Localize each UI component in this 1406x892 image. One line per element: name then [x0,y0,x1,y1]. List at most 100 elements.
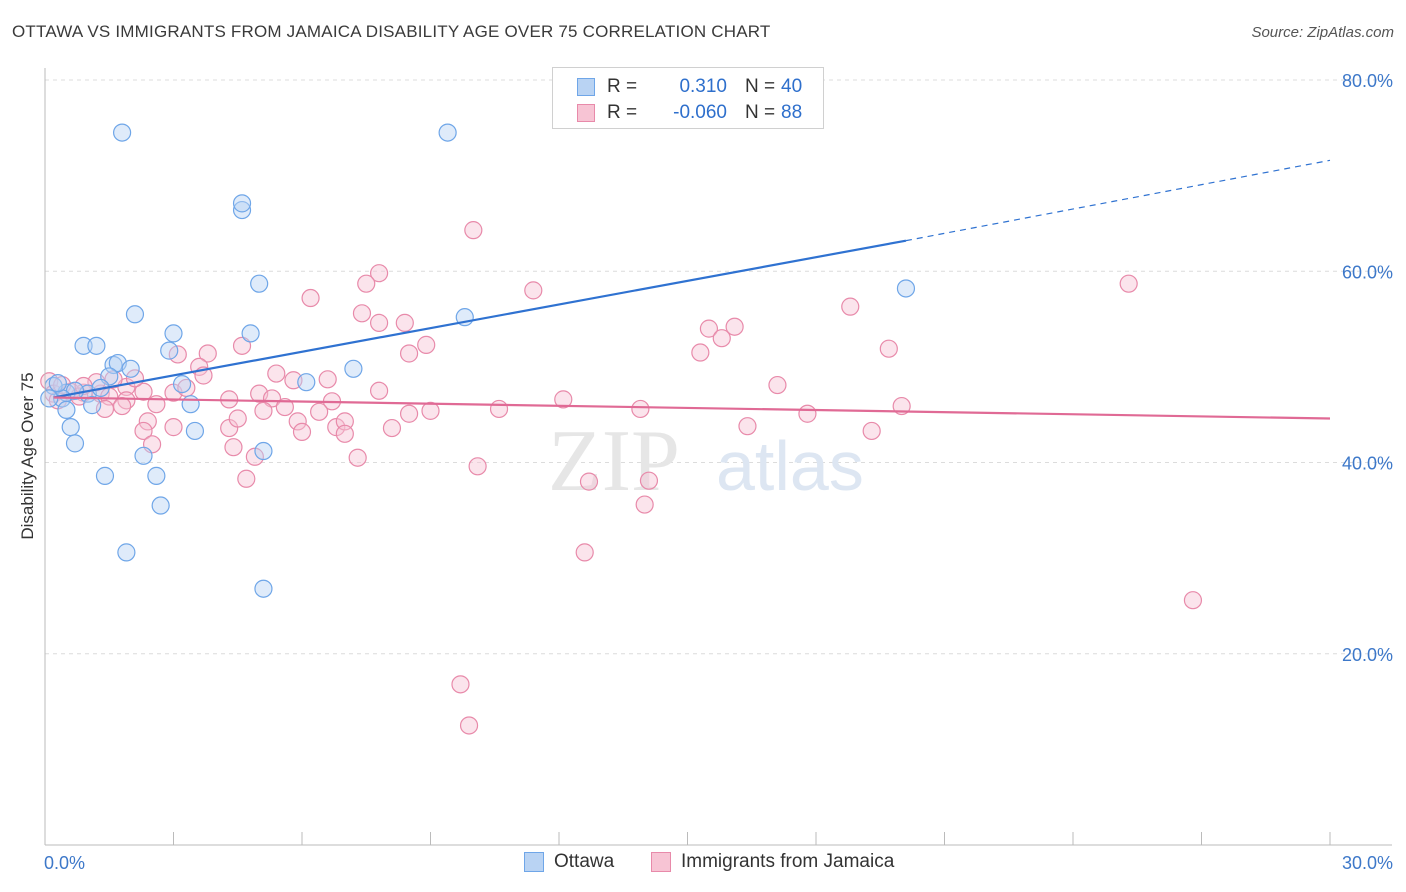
legend-item-jamaica: Immigrants from Jamaica [651,851,894,873]
jamaica-point [254,401,273,420]
x-tick-label: 30.0% [1342,853,1393,873]
jamaica-point [348,448,367,467]
n-label: N = [745,102,776,123]
jamaica-point [524,281,543,300]
ottawa-point [87,336,106,355]
ottawa-point [112,123,132,142]
ottawa-point [185,421,205,441]
r-label: R = [607,102,638,123]
jamaica-swatch [577,104,595,122]
ottawa-point [61,418,80,437]
jamaica-point [310,402,329,421]
jamaica-point [554,390,573,409]
jamaica-point [134,382,153,401]
ottawa-point [438,123,457,142]
jamaica-point [399,404,419,423]
n-value: 88 [781,102,803,123]
axes-layer: 0.0% 30.0% [44,68,1393,873]
jamaica-point [301,288,320,308]
jamaica-point [575,543,594,562]
jamaica-point [134,421,153,441]
jamaica-point [579,472,599,491]
r-value: -0.060 [673,102,727,123]
jamaica-point [489,399,509,419]
jamaica-point [691,343,710,362]
jamaica-point [237,469,256,488]
chart-title: OTTAWA VS IMMIGRANTS FROM JAMAICA DISABI… [12,22,771,41]
jamaica-point [631,399,650,419]
jamaica-point [224,438,243,457]
y-tick-label: 40.0% [1342,454,1393,474]
jamaica-point [318,370,337,389]
jamaica-point [768,375,787,395]
jamaica-point [712,329,731,348]
series-legend: Ottawa Immigrants from Jamaica [0,851,1406,877]
jamaica-point [725,317,744,336]
legend-label-ottawa: Ottawa [554,851,615,872]
jamaica-point [370,264,389,283]
ottawa-point [95,466,115,485]
jamaica-trend-line [53,396,1331,420]
legend-label-jamaica: Immigrants from Jamaica [681,851,895,872]
r-value: 0.310 [679,76,727,97]
ottawa-point [250,274,269,293]
y-tick-label: 80.0% [1342,71,1393,91]
stats-legend: R = 0.310 N = 40 R = -0.060 N = 88 [552,67,824,129]
jamaica-point [468,457,487,476]
jamaica-point [138,412,157,431]
trend-layer [53,159,1331,420]
ottawa-trend-line [53,239,907,399]
jamaica-point [738,417,757,436]
y-tick-label: 20.0% [1342,645,1393,665]
ottawa-legend-swatch [524,852,544,872]
jamaica-point [267,364,286,383]
y-tick-label: 60.0% [1342,262,1393,282]
ottawa-point [74,336,93,355]
ottawa-point [134,446,153,465]
ottawa-point [147,466,166,485]
ottawa-point [48,374,67,393]
jamaica-point [228,409,247,428]
ottawa-point [254,579,273,598]
jamaica-point [639,471,659,490]
jamaica-point [168,345,187,364]
jamaica-point [1119,274,1138,293]
x-tick-label: 0.0% [44,853,85,873]
ottawa-point [241,324,260,343]
source-label: Source: ZipAtlas.com [1251,24,1394,41]
jamaica-point [352,304,372,323]
jamaica-point [164,418,183,437]
jamaica-point [382,418,402,438]
ottawa-point [160,341,179,360]
ottawa-point [181,395,200,414]
jamaica-point [1183,591,1203,610]
stats-row-ottawa: R = 0.310 N = 40 [577,75,802,99]
jamaica-point [370,381,389,400]
stats-row-jamaica: R = -0.060 N = 88 [577,101,802,125]
jamaica-point [417,335,436,354]
ottawa-point [117,543,136,562]
jamaica-point [635,495,654,514]
jamaica-point [370,313,389,332]
ottawa-point [151,496,170,515]
watermark-zip: ZIP [548,413,680,510]
jamaica-point [451,675,470,694]
jamaica-point [841,297,860,316]
ottawa-point [254,441,273,461]
ottawa-point [896,279,916,298]
ottawa-trend-projection [905,159,1331,242]
jamaica-point [275,397,294,417]
jamaica-point [357,274,376,293]
n-label: N = [745,76,776,97]
ottawa-point [297,373,316,392]
n-value: 40 [781,76,803,97]
jamaica-point [798,404,817,423]
watermark-atlas: atlas [716,427,864,505]
jamaica-point [459,716,479,735]
ottawa-point [232,200,252,220]
ottawa-point [232,194,252,213]
jamaica-point [464,221,483,240]
jamaica-point [288,412,307,431]
jamaica-point [292,422,312,441]
